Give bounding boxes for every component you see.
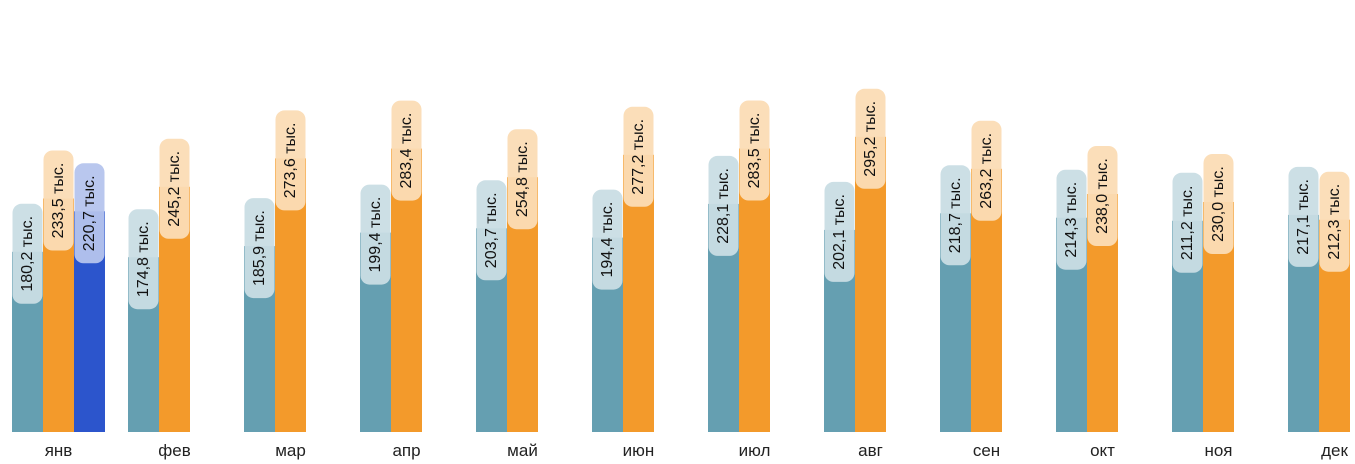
data-label-bg-июл-s2 bbox=[739, 100, 770, 201]
x-tick-label-апр: апр bbox=[392, 441, 420, 460]
data-label-янв-s2: 233,5 тыс. bbox=[50, 163, 67, 239]
data-label-ноя-s1: 211,2 тыс. bbox=[1179, 186, 1196, 261]
data-label-bg-ноя-s2 bbox=[1203, 154, 1234, 254]
data-label-июн-s1: 194,4 тыс. bbox=[599, 202, 616, 278]
data-label-июл-s2: 283,5 тыс. bbox=[746, 113, 763, 189]
data-label-bg-июн-s1 bbox=[592, 189, 623, 290]
x-tick-label-дек: дек bbox=[1321, 441, 1348, 460]
x-tick-label-май: май bbox=[507, 441, 538, 460]
data-label-bg-дек-s2 bbox=[1319, 171, 1350, 272]
x-tick-label-июн: июн bbox=[623, 441, 655, 460]
data-label-авг-s1: 202,1 тыс. bbox=[831, 194, 848, 270]
data-label-bg-окт-s2 bbox=[1087, 146, 1118, 246]
data-label-май-s2: 254,8 тыс. bbox=[514, 141, 531, 217]
data-label-bg-янв-s1 bbox=[12, 203, 43, 304]
data-label-июн-s2: 277,2 тыс. bbox=[630, 119, 647, 195]
x-tick-labels-layer: янв фев мар апр май июн июл авг сен окт ноя дек bbox=[45, 441, 1349, 460]
x-tick-label-янв: янв bbox=[45, 441, 73, 460]
data-label-bg-июл-s1 bbox=[708, 155, 739, 256]
data-labels-layer: 180,2 тыс. 233,5 тыс. 220,7 тыс. 174,8 тыс.… bbox=[12, 88, 1350, 310]
x-tick-label-окт: окт bbox=[1090, 441, 1115, 460]
data-label-янв-s3: 220,7 тыс. bbox=[81, 175, 98, 251]
data-label-июл-s1: 228,1 тыс. bbox=[715, 168, 732, 244]
data-label-bg-сен-s2 bbox=[971, 120, 1002, 221]
x-tick-label-сен: сен bbox=[973, 441, 1000, 460]
data-label-сен-s2: 263,2 тыс. bbox=[978, 133, 995, 209]
data-label-bg-авг-s2 bbox=[855, 88, 886, 189]
data-label-сен-s1: 218,7 тыс. bbox=[947, 177, 964, 253]
data-label-bg-авг-s1 bbox=[824, 181, 855, 282]
data-label-bg-дек-s1 bbox=[1288, 166, 1319, 267]
data-label-bg-мар-s2 bbox=[275, 110, 306, 211]
data-label-bg-мар-s1 bbox=[244, 198, 275, 299]
data-label-bg-фев-s2 bbox=[159, 138, 190, 239]
bars-layer bbox=[12, 136, 1350, 433]
data-label-май-s1: 203,7 тыс. bbox=[483, 192, 500, 268]
data-label-bg-май-s2 bbox=[507, 129, 538, 230]
data-label-апр-s1: 199,4 тыс. bbox=[367, 197, 384, 273]
x-tick-label-июл: июл bbox=[739, 441, 771, 460]
data-label-bg-сен-s1 bbox=[940, 165, 971, 266]
data-label-апр-s2: 283,4 тыс. bbox=[398, 113, 415, 189]
data-label-фев-s1: 174,8 тыс. bbox=[135, 221, 152, 297]
x-tick-label-ноя: ноя bbox=[1204, 441, 1232, 460]
data-label-мар-s1: 185,9 тыс. bbox=[251, 210, 268, 286]
data-label-фев-s2: 245,2 тыс. bbox=[166, 151, 183, 227]
data-label-bg-май-s1 bbox=[476, 180, 507, 281]
data-label-дек-s2: 212,3 тыс. bbox=[1326, 184, 1343, 260]
data-label-мар-s2: 273,6 тыс. bbox=[282, 123, 299, 199]
data-label-авг-s2: 295,2 тыс. bbox=[862, 101, 879, 177]
data-label-янв-s1: 180,2 тыс. bbox=[19, 216, 36, 292]
data-label-bg-ноя-s1 bbox=[1172, 172, 1203, 273]
x-tick-label-авг: авг bbox=[858, 441, 883, 460]
x-tick-label-фев: фев bbox=[158, 441, 190, 460]
data-label-bg-окт-s1 bbox=[1056, 169, 1087, 270]
data-label-bg-фев-s1 bbox=[128, 209, 159, 310]
data-label-bg-июн-s2 bbox=[623, 106, 654, 207]
data-label-окт-s2: 238,0 тыс. bbox=[1094, 158, 1111, 234]
data-label-bg-апр-s1 bbox=[360, 184, 391, 285]
data-label-bg-янв-s2 bbox=[43, 150, 74, 251]
data-label-дек-s1: 217,1 тыс. bbox=[1295, 179, 1312, 255]
data-label-bg-апр-s2 bbox=[391, 100, 422, 201]
x-tick-label-мар: мар bbox=[275, 441, 306, 460]
data-label-окт-s1: 214,3 тыс. bbox=[1063, 182, 1080, 258]
data-label-bg-янв-s3 bbox=[74, 163, 105, 264]
data-label-ноя-s2: 230,0 тыс. bbox=[1210, 166, 1227, 242]
